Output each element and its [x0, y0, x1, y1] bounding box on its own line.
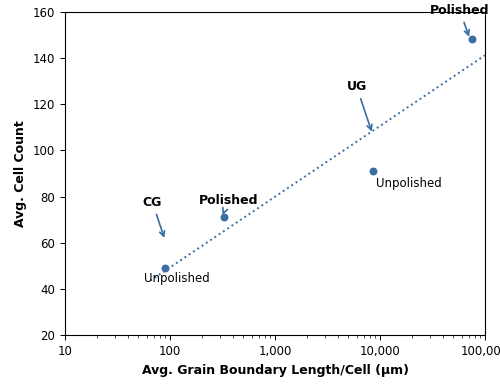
Point: [220, 215, 228, 221]
Text: Unpolished: Unpolished: [376, 177, 442, 190]
Text: Polished: Polished: [199, 193, 258, 213]
Text: CG: CG: [142, 196, 165, 236]
Y-axis label: Avg. Cell Count: Avg. Cell Count: [14, 120, 28, 227]
Text: UG: UG: [346, 80, 372, 130]
Text: Polished: Polished: [430, 4, 490, 35]
Point: [368, 168, 376, 174]
X-axis label: Avg. Grain Boundary Length/Cell (μm): Avg. Grain Boundary Length/Cell (μm): [142, 364, 408, 377]
Text: Unpolished: Unpolished: [144, 272, 210, 285]
Point: [468, 36, 476, 43]
Point: [161, 265, 169, 271]
